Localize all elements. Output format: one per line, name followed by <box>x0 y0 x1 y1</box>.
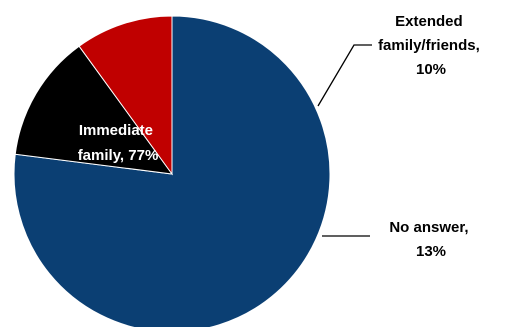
label-no-answer: No answer, 13% <box>389 219 472 260</box>
slice-no-answer <box>14 45 174 175</box>
slice-extended-family-friends <box>78 15 173 176</box>
label-immediate-family: Immediate family, 77% <box>78 122 159 164</box>
leader-line-extended <box>317 44 372 107</box>
label-extended-family-friends: Extended family/friends, 10% <box>378 13 484 78</box>
leader-lines <box>317 44 372 237</box>
slice-immediate-family <box>13 15 331 327</box>
pie-slices <box>13 15 331 327</box>
